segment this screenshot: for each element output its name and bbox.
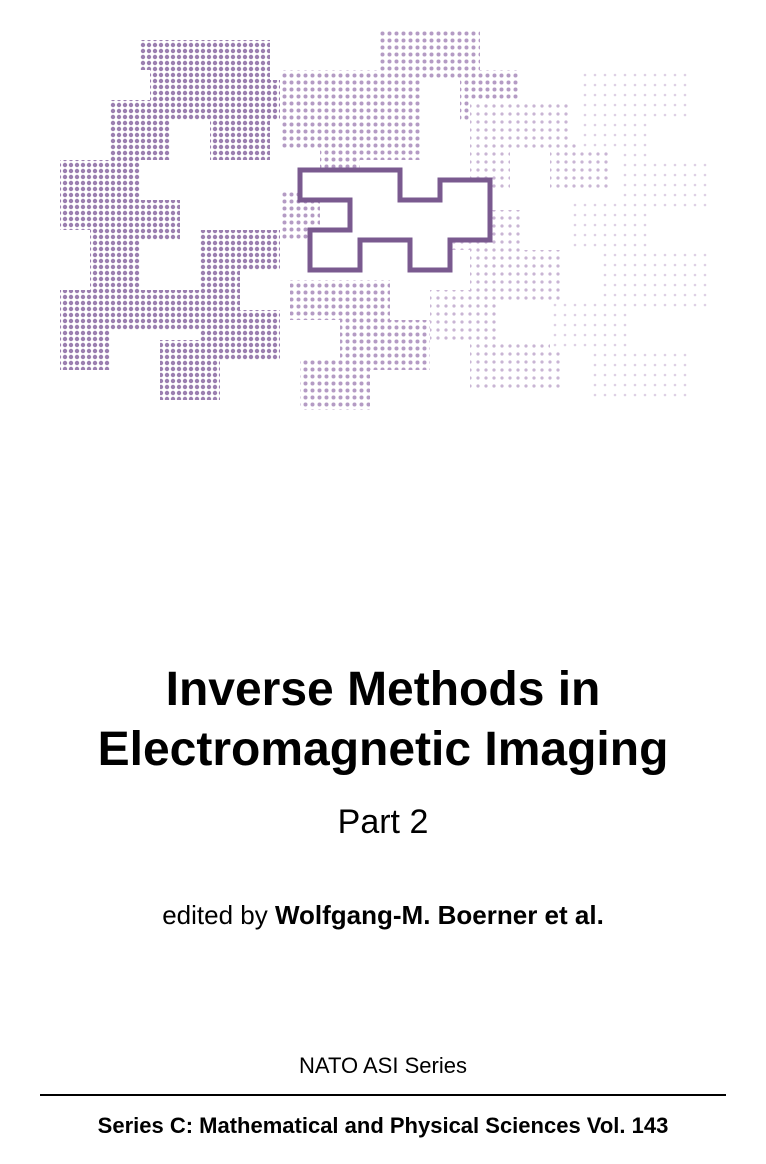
series-detail: Series C: Mathematical and Physical Scie…: [0, 1113, 766, 1139]
subtitle: Part 2: [0, 800, 766, 844]
title-line-1: Inverse Methods in: [0, 660, 766, 720]
title-block: Inverse Methods in Electromagnetic Imagi…: [0, 660, 766, 844]
series-name: NATO ASI Series: [0, 1053, 766, 1079]
editor-name: Wolfgang-M. Boerner et al.: [275, 900, 604, 930]
divider-line: [40, 1094, 726, 1096]
editor-prefix: edited by: [162, 900, 275, 930]
editor-block: edited by Wolfgang-M. Boerner et al.: [0, 900, 766, 931]
title-line-2: Electromagnetic Imaging: [0, 720, 766, 780]
cover-art-puzzle: [50, 30, 730, 430]
